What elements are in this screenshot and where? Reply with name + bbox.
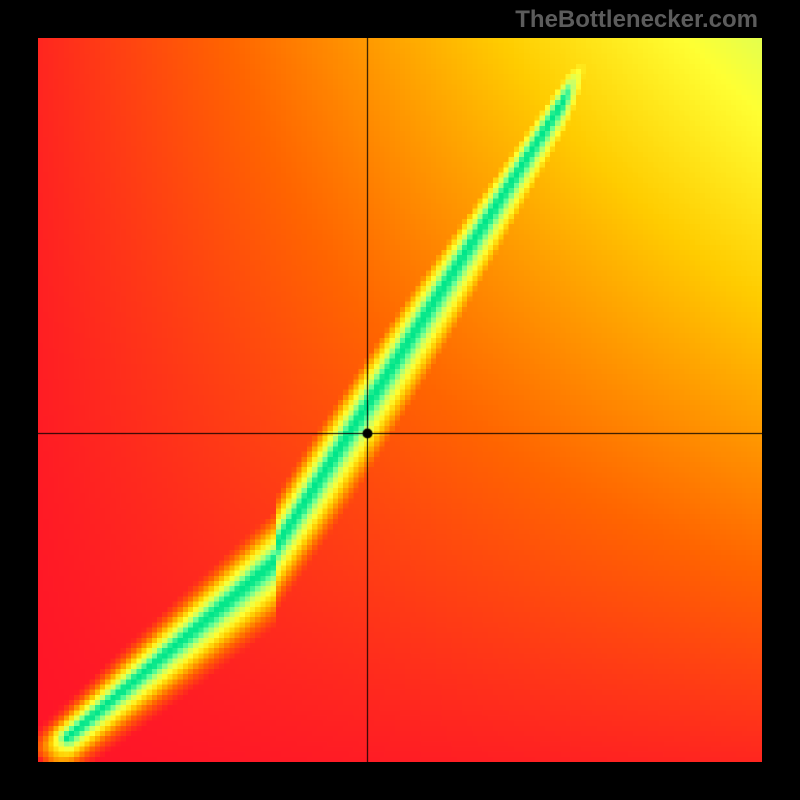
chart-container: TheBottlenecker.com — [0, 0, 800, 800]
overlay-canvas — [38, 38, 762, 762]
watermark-text: TheBottlenecker.com — [515, 6, 758, 34]
